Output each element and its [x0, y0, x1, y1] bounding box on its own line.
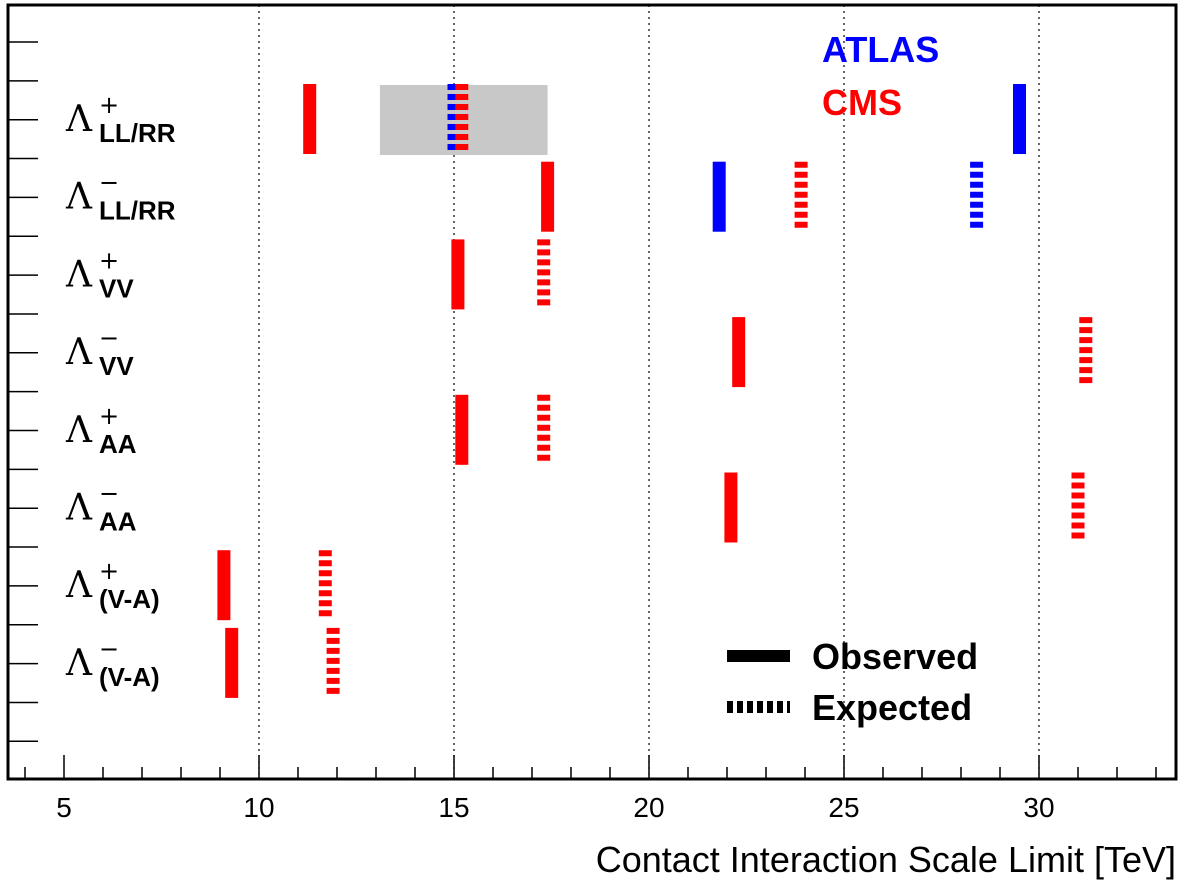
legend: ATLAS CMS Observed Expected [727, 29, 978, 728]
x-tick-label: 30 [1023, 792, 1054, 823]
category-label: Λ +LL/RR [65, 91, 176, 148]
observed-mark-cms [303, 84, 317, 154]
legend-observed-label: Observed [812, 636, 978, 677]
category-superscript: − [99, 635, 119, 663]
category-label: Λ +AA [65, 402, 137, 459]
category-subscript: AA [99, 429, 137, 459]
category-label: Λ −(V-A) [65, 635, 160, 692]
category-symbol: Λ [65, 488, 93, 529]
category-subscript: LL/RR [99, 118, 176, 148]
x-tick-label: 5 [56, 792, 72, 823]
category-label: Λ −AA [65, 480, 137, 537]
category-label: Λ −VV [65, 324, 134, 381]
category-subscript: VV [99, 351, 134, 381]
observed-mark-cms [732, 317, 746, 388]
observed-mark-cms [724, 472, 738, 543]
observed-mark-cms [217, 550, 231, 621]
observed-mark-atlas [1013, 84, 1026, 154]
category-superscript: + [99, 402, 119, 430]
axis-ticks [8, 41, 1157, 779]
limit-marks [217, 84, 1093, 698]
observed-mark-cms [541, 161, 555, 232]
x-tick-labels: 5 10 15 20 25 30 [56, 792, 1054, 823]
category-superscript: − [99, 169, 119, 197]
plot-frame [6, 3, 1178, 781]
category-label: Λ −LL/RR [65, 169, 176, 226]
x-tick-label: 15 [438, 792, 469, 823]
x-axis-title: Contact Interaction Scale Limit [TeV] [596, 839, 1176, 880]
category-symbol: Λ [65, 565, 93, 606]
category-superscript: + [99, 246, 119, 274]
category-symbol: Λ [65, 410, 93, 451]
observed-mark-cms [455, 394, 469, 465]
category-symbol: Λ [65, 254, 93, 295]
x-tick-label: 25 [828, 792, 859, 823]
category-subscript: (V-A) [99, 584, 160, 614]
category-superscript: + [99, 557, 119, 585]
category-symbol: Λ [65, 643, 93, 684]
category-labels: Λ +LL/RRΛ −LL/RRΛ +VVΛ −VVΛ +AAΛ −AAΛ +(V-A)Λ −(… [65, 91, 176, 692]
category-subscript: (V-A) [99, 662, 160, 692]
category-superscript: + [99, 91, 119, 119]
observed-mark-atlas [712, 161, 726, 232]
category-subscript: VV [99, 273, 134, 303]
legend-atlas-label: ATLAS [822, 29, 939, 70]
category-subscript: LL/RR [99, 196, 176, 226]
observed-mark-cms [451, 239, 465, 310]
x-tick-label: 20 [633, 792, 664, 823]
category-symbol: Λ [65, 332, 93, 373]
category-label: Λ +VV [65, 246, 134, 303]
legend-cms-label: CMS [822, 82, 902, 123]
x-tick-label: 10 [243, 792, 274, 823]
category-symbol: Λ [65, 177, 93, 218]
category-label: Λ +(V-A) [65, 557, 160, 614]
category-superscript: − [99, 324, 119, 352]
category-symbol: Λ [65, 99, 93, 140]
observed-mark-cms [225, 627, 239, 698]
legend-expected-label: Expected [812, 687, 972, 728]
category-superscript: − [99, 480, 119, 508]
category-subscript: AA [99, 507, 137, 537]
